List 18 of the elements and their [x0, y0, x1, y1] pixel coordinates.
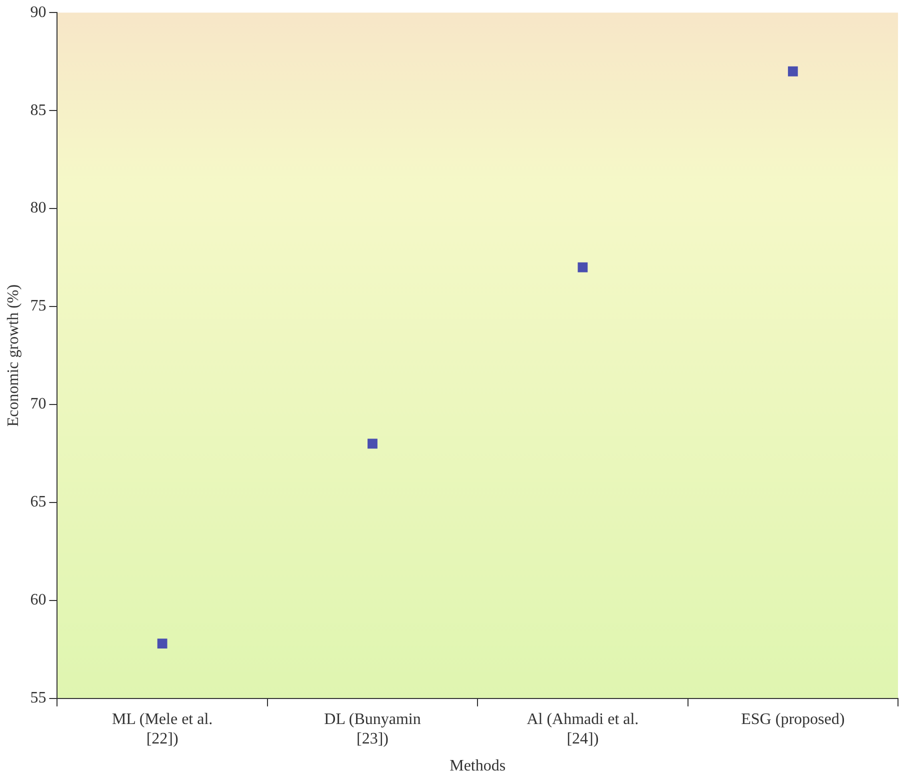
x-tick-label: DL (Bunyamin [23]) — [324, 711, 421, 748]
y-axis-title: Economic growth (%) — [4, 284, 22, 427]
x-tick-label: Al (Ahmadi et al. [24]) — [526, 711, 639, 748]
y-tick-label: 75 — [30, 298, 46, 315]
x-axis-title: Methods — [450, 758, 506, 775]
y-tick-label: 65 — [30, 494, 46, 511]
y-tick-label: 60 — [30, 592, 46, 609]
point — [788, 66, 798, 76]
y-tick-label: 90 — [30, 4, 46, 21]
x-tick-label: ESG (proposed) — [741, 711, 845, 728]
point — [578, 262, 588, 272]
y-tick-label: 55 — [30, 690, 46, 707]
x-tick-label: ML (Mele et al. [22]) — [112, 711, 213, 748]
y-tick-label: 80 — [30, 200, 46, 217]
y-tick-label: 85 — [30, 102, 46, 119]
point — [368, 438, 378, 449]
point — [157, 638, 168, 648]
y-tick-label: 70 — [30, 396, 46, 413]
